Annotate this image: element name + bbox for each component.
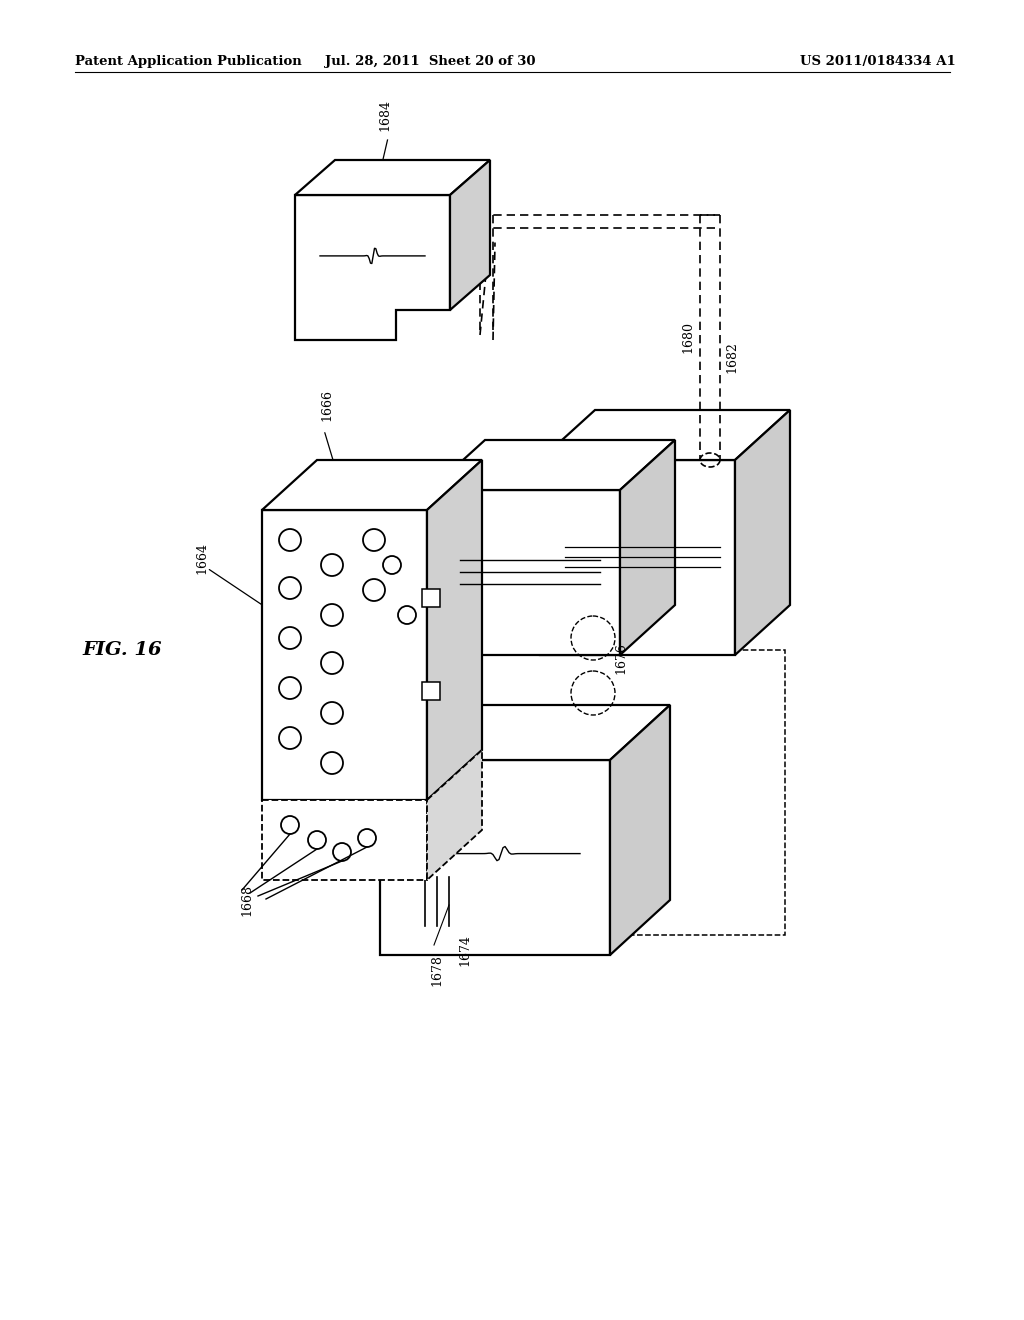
Polygon shape — [295, 195, 450, 341]
Polygon shape — [450, 160, 490, 310]
Text: 1670: 1670 — [461, 581, 473, 612]
Text: 1672: 1672 — [461, 675, 473, 706]
Polygon shape — [620, 440, 675, 655]
Polygon shape — [380, 705, 670, 760]
Text: 1674: 1674 — [459, 935, 471, 966]
Text: Patent Application Publication: Patent Application Publication — [75, 55, 302, 69]
Text: 1666: 1666 — [321, 389, 334, 421]
Text: 1668: 1668 — [241, 884, 254, 916]
Polygon shape — [540, 411, 790, 459]
Text: Jul. 28, 2011  Sheet 20 of 30: Jul. 28, 2011 Sheet 20 of 30 — [325, 55, 536, 69]
Polygon shape — [430, 490, 620, 655]
Polygon shape — [380, 760, 610, 954]
Text: 1676: 1676 — [614, 642, 628, 675]
Bar — [422, 589, 440, 607]
Polygon shape — [610, 705, 670, 954]
Text: 1664: 1664 — [196, 543, 209, 574]
Text: 1678: 1678 — [430, 954, 443, 986]
Polygon shape — [262, 459, 482, 510]
Polygon shape — [262, 800, 427, 880]
Polygon shape — [262, 510, 427, 800]
Text: FIG. 16: FIG. 16 — [82, 642, 162, 659]
Polygon shape — [430, 440, 675, 490]
Polygon shape — [735, 411, 790, 655]
Polygon shape — [427, 459, 482, 800]
Bar — [435, 649, 785, 935]
Text: 1682: 1682 — [725, 341, 738, 374]
Polygon shape — [540, 459, 735, 655]
Text: 1684: 1684 — [378, 99, 391, 131]
Bar — [422, 682, 440, 700]
Polygon shape — [427, 750, 482, 880]
Text: US 2011/0184334 A1: US 2011/0184334 A1 — [800, 55, 955, 69]
Text: 1680: 1680 — [682, 321, 694, 352]
Polygon shape — [295, 160, 490, 195]
